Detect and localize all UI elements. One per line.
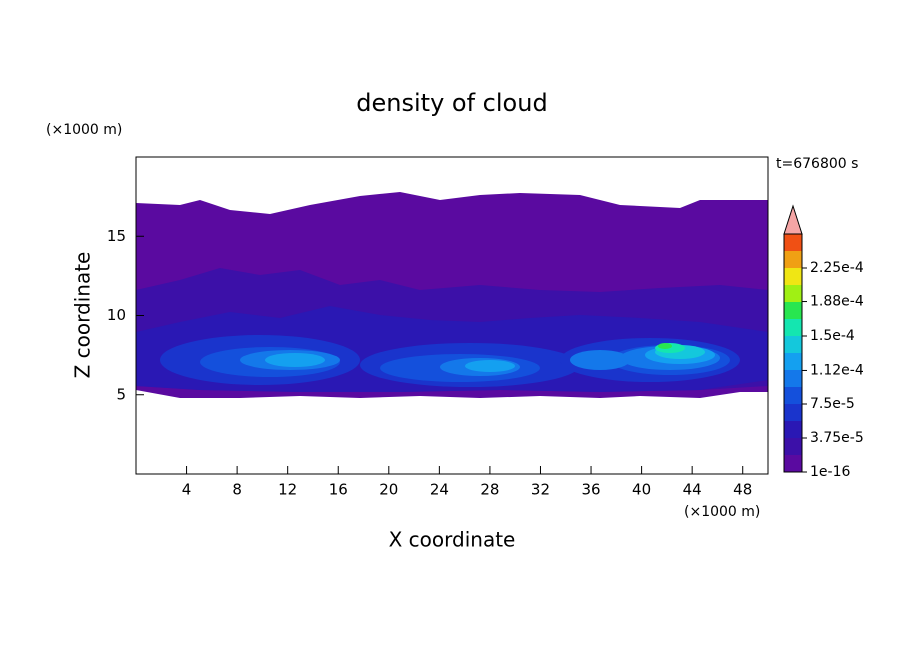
- x-tick-label: 8: [232, 481, 242, 499]
- x-tick-label: 20: [379, 481, 398, 499]
- colorbar-tick-label: 1.88e-4: [810, 294, 864, 310]
- x-tick-label: 44: [683, 481, 702, 499]
- y-tick-label: 15: [107, 227, 126, 245]
- x-tick-label: 32: [531, 481, 550, 499]
- colorbar-band: [784, 336, 802, 353]
- colorbar-band: [784, 302, 802, 319]
- colorbar-tick-label: 2.25e-4: [810, 260, 864, 276]
- colorbar-tick-label: 1.5e-4: [810, 328, 855, 344]
- y-unit-label: (×1000 m): [46, 122, 122, 138]
- contour-region: [465, 360, 515, 372]
- contour-region: [658, 343, 672, 349]
- x-tick-label: 4: [182, 481, 192, 499]
- y-axis-label: Z coordinate: [71, 252, 95, 379]
- x-tick-label: 36: [581, 481, 600, 499]
- colorbar-over: [783, 204, 803, 235]
- x-tick-label: 48: [733, 481, 752, 499]
- y-tick-label: 5: [116, 385, 126, 403]
- annotation: t=676800 s: [776, 156, 858, 172]
- x-unit-label: (×1000 m): [684, 504, 760, 520]
- contour-region: [570, 350, 630, 370]
- colorbar-band: [784, 404, 802, 421]
- colorbar-band: [784, 438, 802, 455]
- colorbar-band: [784, 421, 802, 438]
- y-tick-label: 10: [107, 306, 126, 324]
- colorbar-band: [784, 234, 802, 251]
- chart-title: density of cloud: [356, 89, 547, 117]
- colorbar-band: [784, 455, 802, 472]
- colorbar-band: [784, 285, 802, 302]
- x-tick-label: 12: [278, 481, 297, 499]
- colorbar-band: [784, 370, 802, 387]
- colorbar-band: [784, 268, 802, 285]
- colorbar-tick-label: 3.75e-5: [810, 430, 864, 446]
- colorbar-band: [784, 353, 802, 370]
- colorbar-tick-label: 7.5e-5: [810, 396, 855, 412]
- contour-region: [265, 353, 325, 367]
- x-tick-label: 28: [480, 481, 499, 499]
- colorbar-band: [784, 387, 802, 404]
- colorbar-tick-label: 1.12e-4: [810, 362, 864, 378]
- x-tick-label: 24: [430, 481, 449, 499]
- colorbar-frame: [783, 233, 803, 473]
- x-tick-label: 40: [632, 481, 651, 499]
- colorbar-tick-label: 1e-16: [810, 464, 850, 480]
- colorbar-band: [784, 251, 802, 268]
- x-axis-label: X coordinate: [389, 528, 516, 552]
- x-tick-label: 16: [329, 481, 348, 499]
- colorbar-band: [784, 319, 802, 336]
